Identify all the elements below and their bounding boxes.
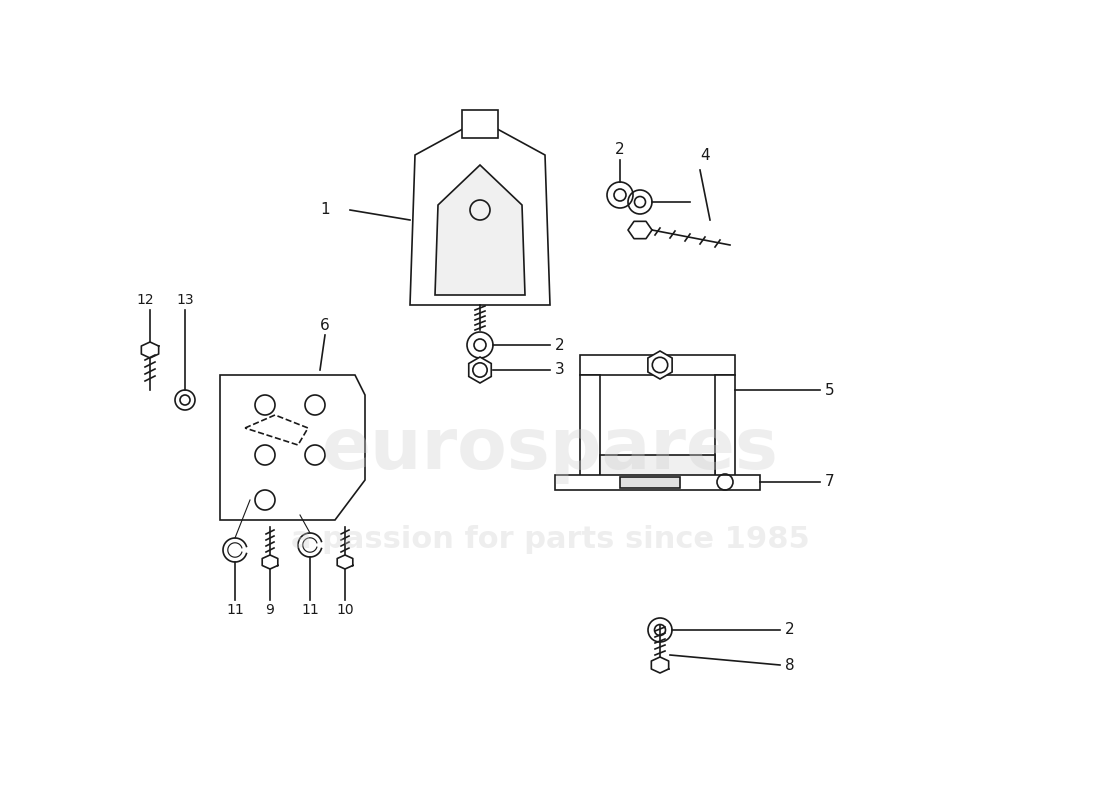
Text: 3: 3 bbox=[556, 362, 564, 378]
Text: 2: 2 bbox=[615, 142, 625, 158]
Text: 4: 4 bbox=[701, 147, 710, 162]
Polygon shape bbox=[648, 351, 672, 379]
Text: 7: 7 bbox=[825, 474, 835, 490]
Text: 12: 12 bbox=[136, 293, 154, 307]
Polygon shape bbox=[434, 165, 525, 295]
Polygon shape bbox=[580, 375, 600, 480]
Text: 13: 13 bbox=[176, 293, 194, 307]
Polygon shape bbox=[715, 375, 735, 480]
Polygon shape bbox=[580, 355, 735, 375]
Text: 2: 2 bbox=[785, 622, 794, 638]
Polygon shape bbox=[556, 475, 760, 490]
Text: 11: 11 bbox=[301, 603, 319, 617]
Text: 8: 8 bbox=[785, 658, 794, 673]
Polygon shape bbox=[410, 125, 550, 305]
Text: 11: 11 bbox=[227, 603, 244, 617]
Text: 6: 6 bbox=[320, 318, 330, 333]
Text: 9: 9 bbox=[265, 603, 274, 617]
Polygon shape bbox=[600, 455, 715, 480]
Text: 10: 10 bbox=[337, 603, 354, 617]
Text: 1: 1 bbox=[320, 202, 330, 218]
Bar bbox=[462, 110, 498, 138]
Polygon shape bbox=[469, 357, 492, 383]
Bar bbox=[620, 477, 680, 488]
Text: eurospares: eurospares bbox=[321, 415, 779, 485]
Polygon shape bbox=[220, 375, 365, 520]
Text: a passion for parts since 1985: a passion for parts since 1985 bbox=[290, 526, 810, 554]
Text: 5: 5 bbox=[825, 382, 835, 398]
Text: 2: 2 bbox=[556, 338, 564, 353]
